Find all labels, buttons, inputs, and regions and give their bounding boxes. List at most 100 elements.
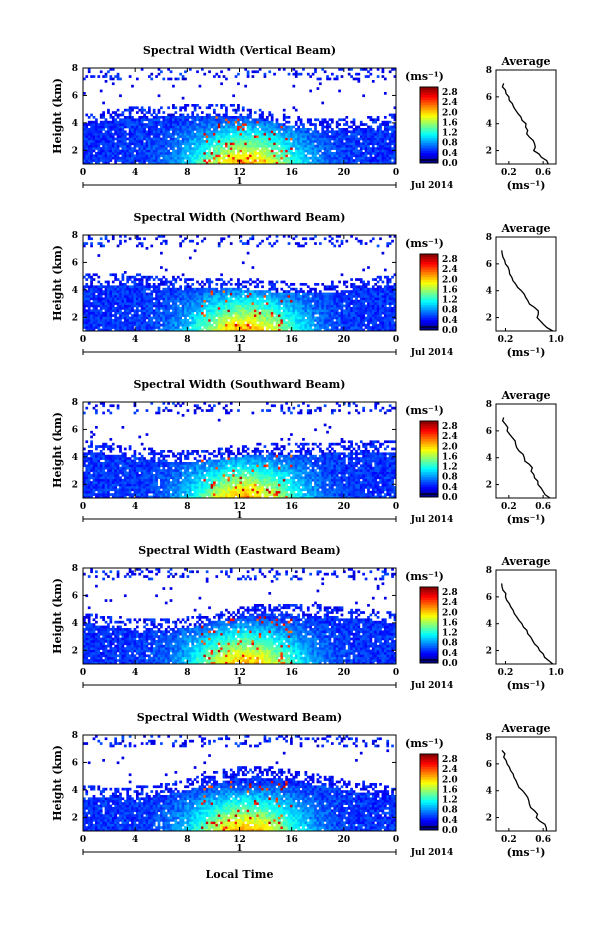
heatmap-cell — [174, 142, 178, 146]
heatmap-cell — [140, 292, 144, 296]
heatmap-cell — [292, 297, 296, 301]
heatmap-cell — [246, 328, 250, 332]
heatmap-cell — [362, 287, 365, 291]
heatmap-cell — [229, 135, 233, 138]
heatmap-cell — [333, 292, 337, 296]
heatmap-cell — [97, 147, 101, 150]
heatmap-cell — [119, 297, 122, 301]
heatmap-cell — [179, 290, 183, 293]
heatmap-cell — [169, 321, 173, 325]
heatmap-cell — [184, 161, 187, 165]
heatmap-cell — [270, 161, 274, 165]
heatmap-cell — [251, 302, 255, 305]
heatmap-cell — [193, 307, 197, 310]
heatmap-cell — [280, 323, 284, 327]
heatmap-cell — [123, 283, 127, 286]
heatmap-cell — [367, 152, 370, 155]
heatmap-cell — [157, 116, 161, 119]
heatmap-cell — [299, 140, 303, 143]
heatmap-cell — [326, 140, 329, 143]
heatmap-cell — [246, 311, 250, 315]
heatmap-cell — [330, 161, 334, 165]
heatmap-cell — [229, 326, 233, 329]
heatmap-cell — [188, 316, 192, 320]
heatmap-cell — [347, 323, 351, 327]
heatmap-cell — [167, 316, 170, 320]
heatmap-cell — [282, 116, 286, 119]
heatmap-cell — [265, 144, 269, 148]
heatmap-cell — [210, 125, 214, 129]
heatmap-cell — [304, 326, 308, 329]
heatmap-cell — [294, 297, 298, 301]
heatmap-cell — [148, 75, 151, 78]
heatmap-cell — [220, 120, 223, 124]
heatmap-cell — [227, 287, 231, 291]
heatmap-cell — [323, 302, 327, 305]
heatmap-cell — [364, 128, 368, 131]
heatmap-cell — [119, 239, 122, 243]
heatmap-cell — [126, 159, 130, 162]
heatmap-cell — [227, 323, 231, 327]
heatmap-cell — [200, 132, 204, 136]
heatmap-cell — [179, 106, 183, 110]
heatmap-cell — [176, 309, 180, 313]
heatmap-cell — [150, 128, 154, 131]
heatmap-cell — [273, 297, 276, 301]
heatmap-cell — [338, 316, 341, 320]
heatmap-cell — [85, 283, 89, 286]
heatmap-cell — [333, 137, 337, 141]
heatmap-cell — [330, 132, 334, 136]
heatmap-cell — [241, 311, 245, 315]
heatmap-cell — [143, 326, 146, 329]
heatmap-cell — [87, 147, 91, 150]
heatmap-cell — [328, 149, 332, 153]
heatmap-cell — [241, 285, 245, 289]
heatmap-cell — [225, 118, 228, 122]
heatmap-cell — [114, 290, 118, 293]
heatmap-cell — [90, 123, 93, 126]
heatmap-cell — [215, 113, 219, 117]
heatmap-cell — [328, 295, 332, 298]
heatmap-cell — [222, 290, 226, 293]
heatmap-cell — [186, 132, 190, 136]
heatmap-cell — [114, 132, 118, 136]
heatmap-cell — [237, 135, 240, 138]
heatmap-cell — [186, 154, 190, 158]
heatmap-cell — [350, 75, 353, 78]
heatmap-cell — [290, 323, 293, 327]
heatmap-cell — [213, 326, 216, 329]
heatmap-cell — [150, 113, 154, 117]
heatmap-cell — [181, 273, 185, 277]
heatmap-cell — [369, 116, 373, 119]
heatmap-cell — [215, 287, 219, 291]
heatmap-cell — [119, 137, 122, 141]
heatmap-cell — [109, 125, 113, 129]
heatmap-cell — [290, 316, 293, 320]
heatmap-cell — [123, 307, 127, 310]
heatmap-cell — [318, 321, 322, 325]
heatmap-cell — [359, 323, 363, 327]
heatmap-cell — [131, 118, 134, 122]
heatmap-cell — [119, 144, 122, 148]
heatmap-cell — [109, 142, 113, 146]
heatmap-cell — [386, 135, 390, 138]
heatmap-cell — [278, 326, 281, 329]
heatmap-cell — [345, 152, 349, 155]
heatmap-cell — [323, 311, 327, 315]
heatmap-cell — [285, 159, 288, 162]
heatmap-cell — [172, 297, 175, 301]
heatmap-cell — [107, 297, 110, 301]
heatmap-cell — [287, 307, 291, 310]
heatmap-cell — [116, 321, 120, 325]
heatmap-cell — [162, 159, 166, 162]
heatmap-cell — [347, 326, 351, 329]
heatmap-cell — [213, 319, 216, 322]
heatmap-cell — [294, 326, 298, 329]
heatmap-cell — [309, 120, 313, 124]
heatmap-cell — [148, 285, 151, 289]
heatmap-cell — [128, 128, 132, 131]
heatmap-cell — [292, 137, 296, 141]
heatmap-cell — [205, 118, 209, 122]
heatmap-cell — [244, 142, 248, 146]
heatmap-cell — [263, 307, 267, 310]
